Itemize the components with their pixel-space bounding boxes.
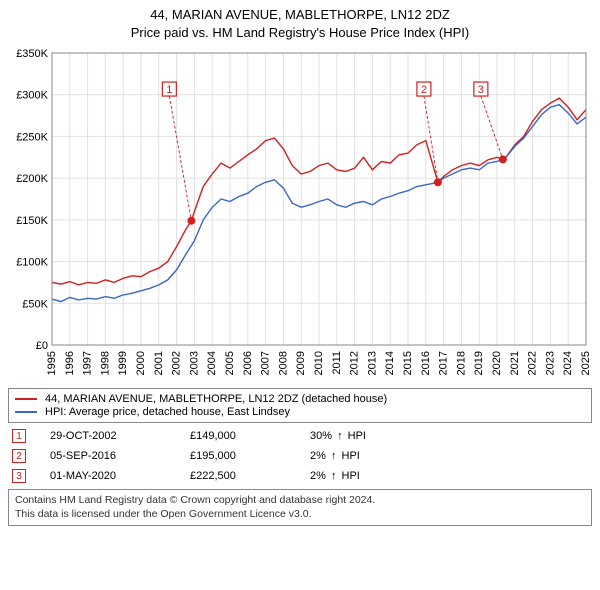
svg-text:2022: 2022 [527,351,539,375]
legend-row: HPI: Average price, detached house, East… [15,406,585,418]
transaction-index: 3 [12,469,26,483]
legend-swatch [15,398,37,400]
transaction-row: 2 05-SEP-2016£195,0002% ↑ HPI [8,449,592,463]
svg-text:2023: 2023 [544,351,556,375]
svg-text:£300K: £300K [16,90,48,102]
svg-text:2020: 2020 [491,351,503,375]
transactions-table: 1 29-OCT-2002£149,00030% ↑ HPI 2 05-SEP-201… [8,429,592,483]
transaction-index: 1 [12,429,26,443]
svg-text:£350K: £350K [16,48,48,60]
transaction-price: £149,000 [190,430,310,442]
price-chart: £0 £50K £100K £150K £200K £250K £300K £350K 1995… [8,47,592,385]
svg-text:2009: 2009 [295,351,307,375]
legend: 44, MARIAN AVENUE, MABLETHORPE, LN12 2DZ… [8,388,592,423]
footer: Contains HM Land Registry data © Crown c… [8,489,592,526]
svg-text:1996: 1996 [64,351,76,375]
transaction-date: 01-MAY-2020 [50,470,190,482]
svg-text:2014: 2014 [384,351,396,375]
transaction-date: 29-OCT-2002 [50,430,190,442]
svg-text:2025: 2025 [580,351,592,375]
svg-text:3: 3 [478,84,484,96]
legend-row: 44, MARIAN AVENUE, MABLETHORPE, LN12 2DZ… [15,393,585,405]
svg-text:2016: 2016 [420,351,432,375]
svg-text:2002: 2002 [171,351,183,375]
svg-text:2021: 2021 [509,351,521,375]
svg-text:2011: 2011 [331,351,343,375]
arrow-up-icon: ↑ [331,450,337,462]
svg-text:2003: 2003 [188,351,200,375]
svg-text:1995: 1995 [46,351,58,375]
svg-text:2004: 2004 [206,351,218,375]
transaction-delta: 30% ↑ HPI [310,430,366,442]
svg-text:2024: 2024 [562,351,574,375]
svg-text:2018: 2018 [455,351,467,375]
transaction-delta: 2% ↑ HPI [310,450,360,462]
arrow-up-icon: ↑ [331,470,337,482]
transaction-date: 05-SEP-2016 [50,450,190,462]
chart-titles: 44, MARIAN AVENUE, MABLETHORPE, LN12 2DZ… [8,6,592,41]
footer-line-1: Contains HM Land Registry data © Crown c… [15,494,585,508]
svg-text:2012: 2012 [349,351,361,375]
svg-text:1: 1 [166,84,172,96]
arrow-up-icon: ↑ [337,430,343,442]
svg-text:2010: 2010 [313,351,325,375]
transaction-price: £195,000 [190,450,310,462]
legend-label: 44, MARIAN AVENUE, MABLETHORPE, LN12 2DZ… [45,393,387,405]
svg-text:2: 2 [421,84,427,96]
chart-marker-dot-2 [434,178,442,186]
legend-label: HPI: Average price, detached house, East… [45,406,290,418]
transaction-price: £222,500 [190,470,310,482]
svg-text:2015: 2015 [402,351,414,375]
svg-text:2007: 2007 [260,351,272,375]
svg-text:2005: 2005 [224,351,236,375]
transaction-delta: 2% ↑ HPI [310,470,360,482]
transaction-row: 3 01-MAY-2020£222,5002% ↑ HPI [8,469,592,483]
svg-text:£150K: £150K [16,215,48,227]
chart-marker-dot-1 [187,217,195,225]
title-line-1: 44, MARIAN AVENUE, MABLETHORPE, LN12 2DZ [8,6,592,24]
chart-marker-dot-3 [499,155,507,163]
svg-text:1997: 1997 [82,351,94,375]
svg-text:2001: 2001 [153,351,165,375]
transaction-row: 1 29-OCT-2002£149,00030% ↑ HPI [8,429,592,443]
svg-text:£200K: £200K [16,173,48,185]
svg-text:£0: £0 [36,340,48,352]
footer-line-2: This data is licensed under the Open Gov… [15,508,585,522]
svg-text:£250K: £250K [16,132,48,144]
svg-text:2019: 2019 [473,351,485,375]
title-line-2: Price paid vs. HM Land Registry's House … [8,24,592,42]
transaction-index: 2 [12,449,26,463]
svg-text:1999: 1999 [117,351,129,375]
svg-text:2017: 2017 [438,351,450,375]
svg-text:2008: 2008 [277,351,289,375]
svg-text:2006: 2006 [242,351,254,375]
legend-swatch [15,411,37,413]
svg-text:£100K: £100K [16,257,48,269]
svg-text:2013: 2013 [366,351,378,375]
svg-text:£50K: £50K [22,298,48,310]
svg-text:2000: 2000 [135,351,147,375]
svg-text:1998: 1998 [99,351,111,375]
chart-wrap: £0 £50K £100K £150K £200K £250K £300K £350K 1995… [8,47,592,385]
